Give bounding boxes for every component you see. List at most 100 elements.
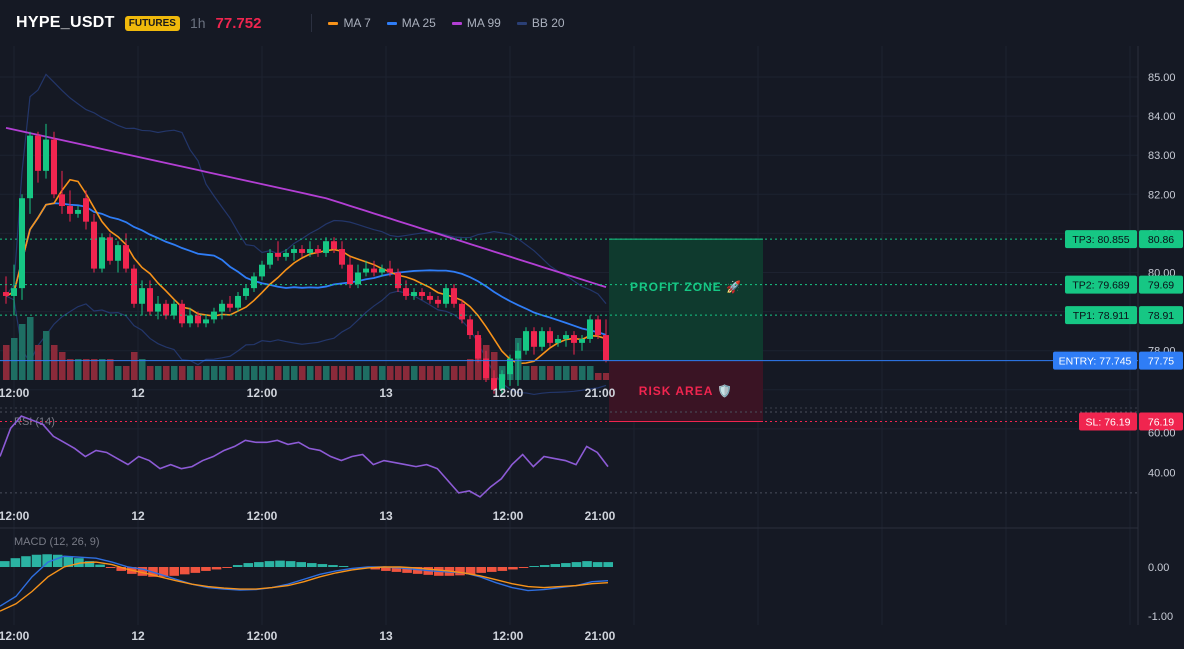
- volume-bar: [315, 366, 322, 380]
- macd-histogram-bar: [285, 561, 296, 567]
- volume-bar: [379, 366, 386, 380]
- macd-histogram-bar: [222, 567, 232, 568]
- ma99-swatch-icon: [451, 21, 462, 25]
- volume-bar: [243, 366, 250, 380]
- candle-body: [443, 288, 449, 304]
- volume-bar: [403, 366, 410, 380]
- volume-bar: [139, 359, 146, 380]
- risk-zone: [609, 360, 763, 422]
- macd-histogram-bar: [116, 567, 127, 571]
- volume-bar: [363, 366, 370, 380]
- rsi-tick-label: 40.00: [1148, 468, 1176, 480]
- macd-histogram-bar: [52, 554, 63, 567]
- volume-bar: [227, 366, 234, 380]
- header-divider: [311, 14, 313, 32]
- timeframe-label[interactable]: 1h: [189, 15, 206, 31]
- macd-histogram-bar: [63, 556, 74, 567]
- bb20-swatch-icon: [516, 21, 527, 25]
- macd-histogram-bar: [31, 554, 42, 567]
- macd-histogram-bar: [264, 561, 275, 567]
- candle-body: [467, 319, 473, 336]
- volume-bar: [99, 359, 106, 380]
- candle-body: [587, 319, 593, 339]
- volume-bar: [331, 366, 338, 380]
- rsi-line: [0, 415, 609, 498]
- volume-bar: [251, 366, 258, 380]
- chart-header: HYPE_USDT FUTURES 1h 77.752 MA 7 MA 25 M…: [0, 0, 1184, 46]
- macd-histogram-bar: [211, 567, 222, 570]
- macd-histogram-bar: [296, 562, 306, 567]
- candle-body: [339, 249, 345, 265]
- candle-body: [603, 335, 609, 361]
- candle-body: [331, 241, 337, 250]
- candle-body: [323, 241, 329, 253]
- candle-body: [547, 331, 553, 343]
- level-tag: [1079, 412, 1137, 431]
- macd-histogram-bar: [571, 562, 582, 567]
- macd-histogram-bar: [275, 560, 285, 567]
- macd-histogram-bar: [190, 567, 201, 573]
- candle-body: [435, 299, 441, 304]
- macd-histogram-bar: [455, 567, 465, 576]
- candle-body: [75, 209, 81, 214]
- macd-histogram-bar: [508, 567, 518, 570]
- candle-body: [123, 245, 129, 269]
- volume-bar: [131, 352, 138, 380]
- volume-bar: [75, 359, 82, 380]
- candle-body: [483, 358, 489, 379]
- macd-histogram-bar: [243, 563, 254, 567]
- candle-body: [395, 272, 401, 289]
- price-tick-label: 84.00: [1148, 111, 1176, 123]
- legend-ma25[interactable]: MA 25: [386, 16, 436, 30]
- candle-body: [411, 292, 417, 296]
- candle-body: [251, 276, 257, 289]
- candle-body: [115, 245, 121, 261]
- volume-bar: [67, 359, 74, 380]
- volume-bar: [547, 366, 554, 380]
- legend-ma99[interactable]: MA 99: [451, 16, 501, 30]
- volume-bar: [155, 366, 162, 380]
- legend-ma7[interactable]: MA 7: [328, 16, 371, 30]
- level-tag-label: SL: 76.19: [1086, 416, 1131, 428]
- macd-histogram-bar: [84, 561, 95, 567]
- volume-bar: [259, 366, 266, 380]
- level-tag-label: TP2: 79.689: [1072, 280, 1129, 292]
- time-tick-label: 21:00: [585, 509, 616, 523]
- time-tick-label: 12:00: [493, 629, 524, 643]
- price-tick-label: 82.00: [1148, 189, 1176, 201]
- last-price: 77.752: [215, 14, 262, 32]
- volume-bar: [283, 366, 290, 380]
- legend-bb20[interactable]: BB 20: [516, 16, 565, 30]
- volume-bar: [35, 345, 42, 380]
- volume-bar: [235, 366, 242, 380]
- candle-body: [291, 249, 297, 253]
- macd-histogram-bar: [169, 567, 179, 576]
- candle-body: [491, 378, 497, 390]
- volume-bar: [355, 366, 362, 380]
- candle-body: [195, 315, 201, 324]
- volume-bar: [603, 373, 610, 380]
- volume-bar: [539, 366, 546, 380]
- macd-histogram-bar: [232, 565, 243, 567]
- volume-bar: [59, 352, 66, 380]
- volume-bar: [267, 366, 274, 380]
- candle-body: [307, 249, 313, 253]
- macd-histogram-bar: [254, 562, 264, 567]
- symbol-label[interactable]: HYPE_USDT: [16, 14, 115, 31]
- volume-bar: [203, 366, 210, 380]
- macd-histogram-bar: [137, 567, 148, 576]
- level-axis-label: 78.91: [1148, 310, 1174, 322]
- candle-body: [451, 288, 457, 304]
- candle-body: [427, 295, 433, 300]
- candle-body: [107, 237, 113, 261]
- volume-bar: [443, 366, 450, 380]
- time-tick-label: 12:00: [493, 509, 524, 523]
- time-tick-label: 12: [131, 629, 145, 643]
- legend-bb20-label: BB 20: [531, 16, 565, 30]
- volume-bar: [371, 366, 378, 380]
- candle-body: [171, 303, 177, 316]
- ma7-line: [5, 178, 607, 365]
- volume-bar: [43, 331, 50, 380]
- time-tick-label: 13: [379, 386, 393, 400]
